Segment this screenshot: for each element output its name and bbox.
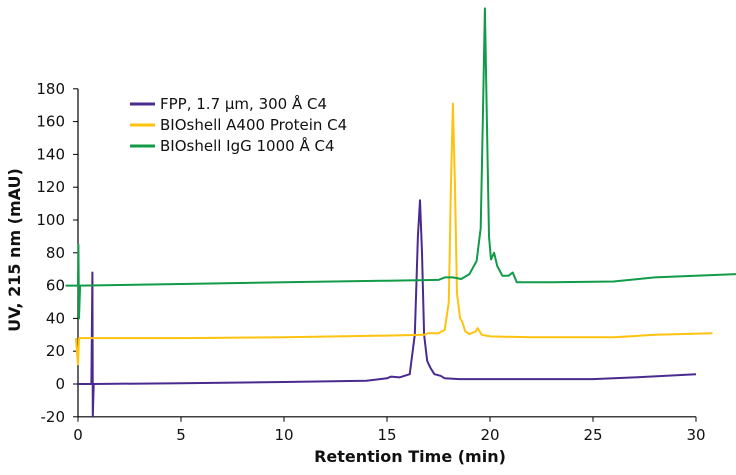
x-tick-label: 10 — [274, 426, 293, 444]
series-line-2 — [74, 102, 713, 366]
axes: -20 0 20 40 60 80 100 120 140 160 180 0 5 10 15 20 25 30 — [36, 80, 705, 444]
x-tick-label: 5 — [176, 426, 186, 444]
y-tick-label: 160 — [36, 113, 65, 131]
y-tick-label: 140 — [36, 145, 65, 163]
x-tick-label: 30 — [686, 426, 705, 444]
y-tick-label: 100 — [36, 211, 65, 229]
y-tick-label: 20 — [46, 342, 65, 360]
legend: FPP, 1.7 µm, 300 Å C4 BIOshell A400 Prote… — [130, 94, 347, 155]
y-tick-label: 80 — [46, 244, 65, 262]
x-tick-label: 25 — [583, 426, 602, 444]
x-axis-label: Retention Time (min) — [314, 447, 506, 466]
x-tick-label: 20 — [480, 426, 499, 444]
x-tick-label: 0 — [73, 426, 83, 444]
y-tick-label: 40 — [46, 309, 65, 327]
legend-label-1: FPP, 1.7 µm, 300 Å C4 — [160, 94, 327, 113]
series-line-3 — [65, 7, 736, 320]
y-tick-label: 120 — [36, 178, 65, 196]
y-tick-label: 180 — [36, 80, 65, 98]
legend-label-3: BIOshell IgG 1000 Å C4 — [160, 136, 335, 155]
x-tick-label: 15 — [377, 426, 396, 444]
legend-label-2: BIOshell A400 Protein C4 — [160, 116, 347, 134]
y-tick-label: 60 — [46, 277, 65, 295]
series-lines — [65, 7, 736, 418]
y-axis-label: UV, 215 nm (mAU) — [5, 168, 24, 332]
series-line-1 — [78, 199, 697, 418]
y-tick-label: 0 — [55, 375, 65, 393]
y-tick-label: -20 — [41, 408, 66, 426]
